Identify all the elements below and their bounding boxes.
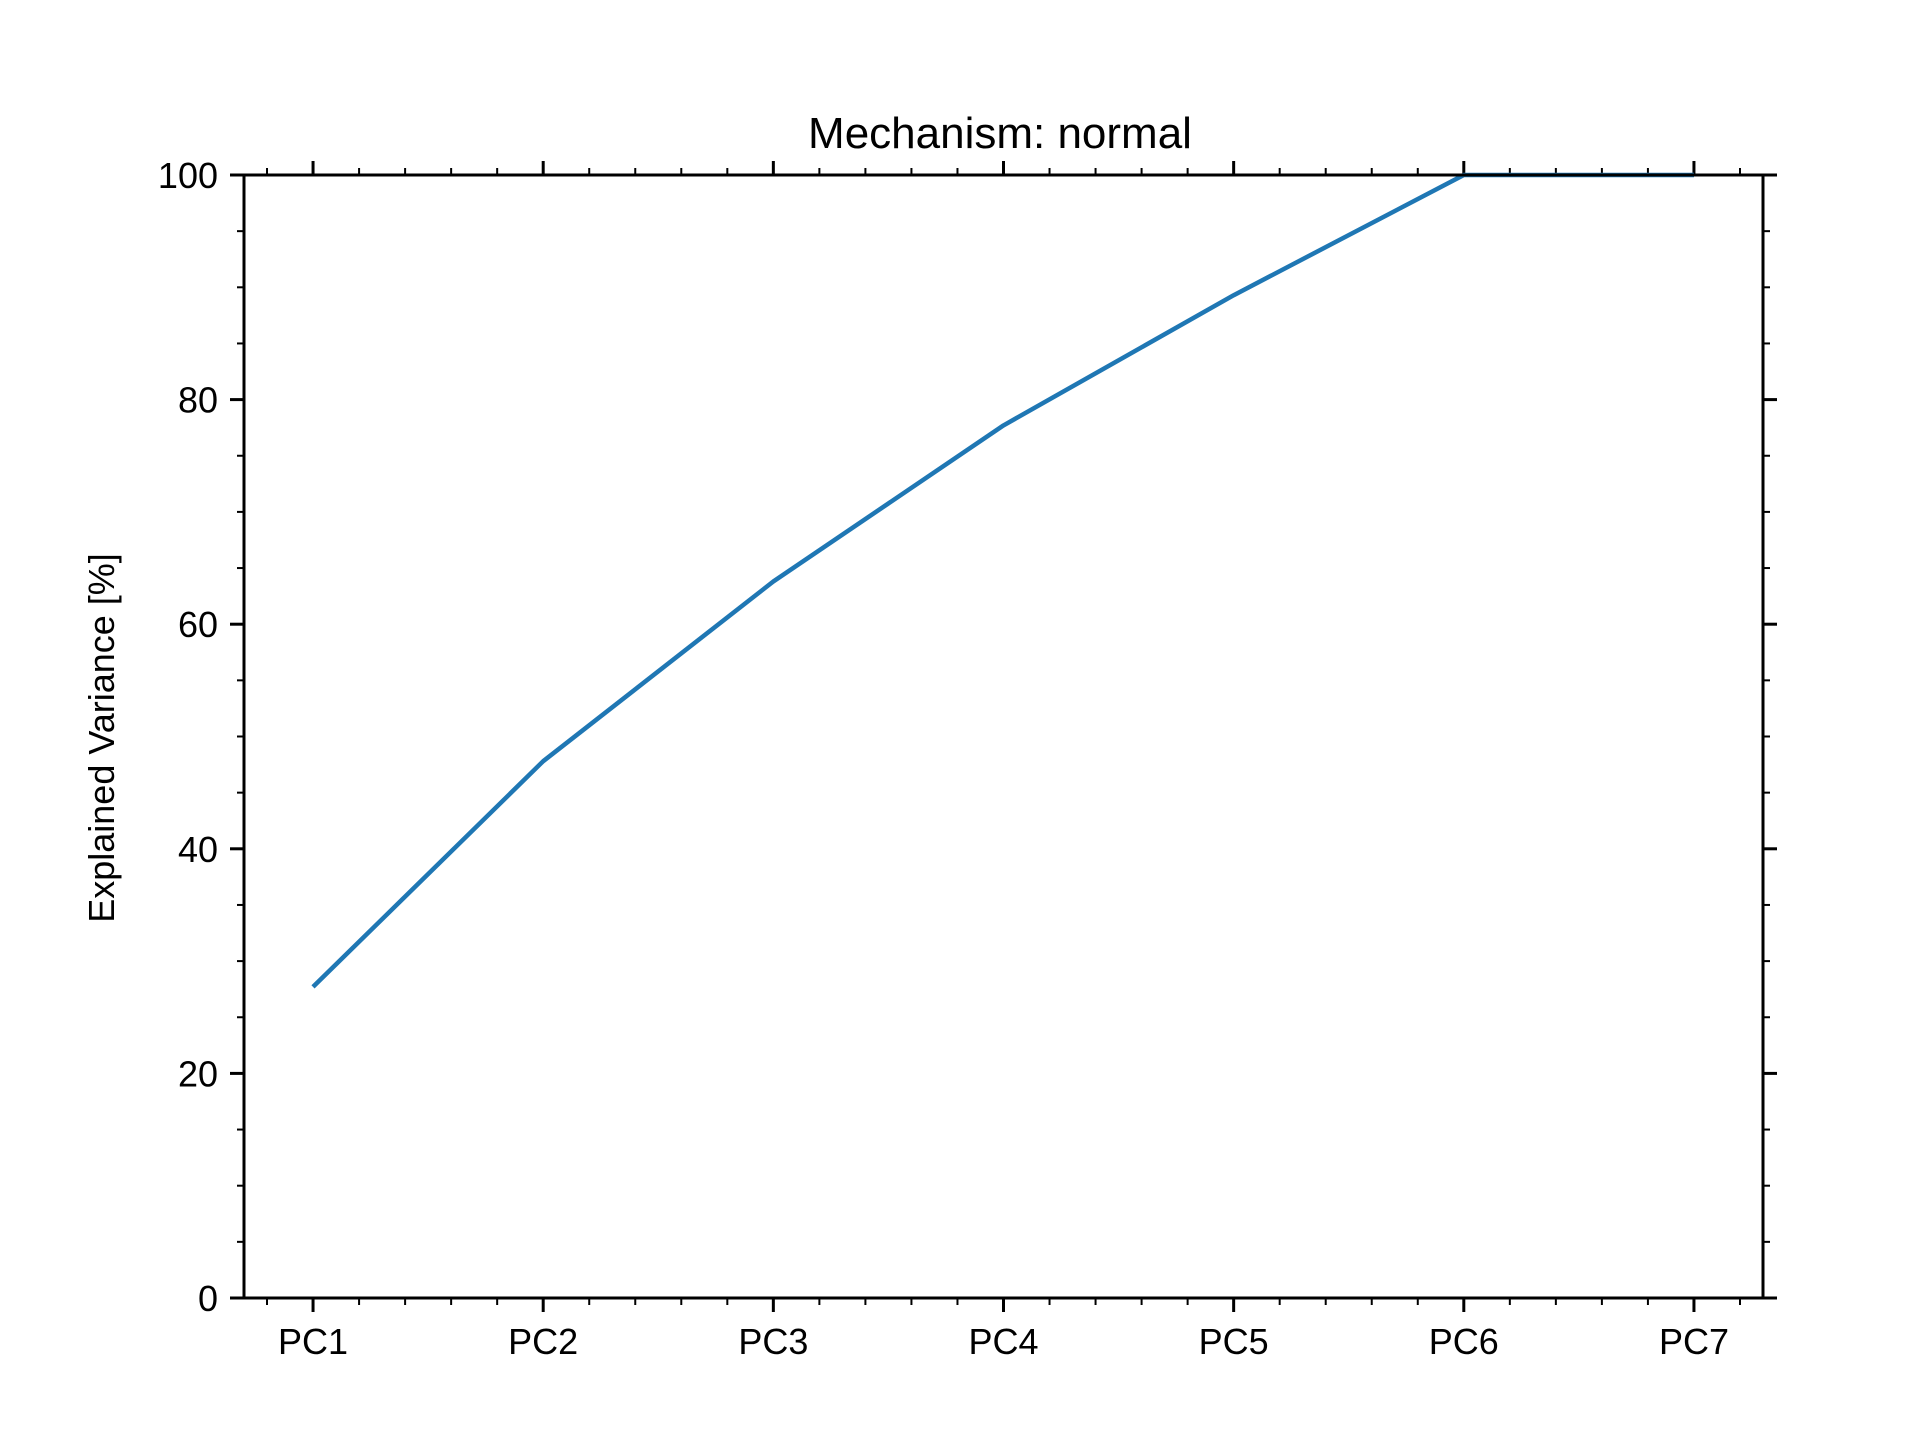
x-tick-label: PC5 [1199,1321,1269,1362]
y-tick-label: 80 [178,380,218,421]
x-tick-label: PC4 [968,1321,1038,1362]
y-axis-label: Explained Variance [%] [81,553,122,923]
y-tick-label: 20 [178,1053,218,1094]
x-tick-label: PC1 [278,1321,348,1362]
y-tick-label: 100 [158,155,218,196]
x-tick-label: PC3 [738,1321,808,1362]
y-tick-label: 0 [198,1278,218,1319]
y-tick-label: 40 [178,829,218,870]
chart-title: Mechanism: normal [808,109,1192,158]
x-tick-label: PC7 [1659,1321,1729,1362]
x-tick-label: PC6 [1429,1321,1499,1362]
plot-frame [242,173,1765,1300]
y-tick-label: 60 [178,604,218,645]
x-tick-label: PC2 [508,1321,578,1362]
